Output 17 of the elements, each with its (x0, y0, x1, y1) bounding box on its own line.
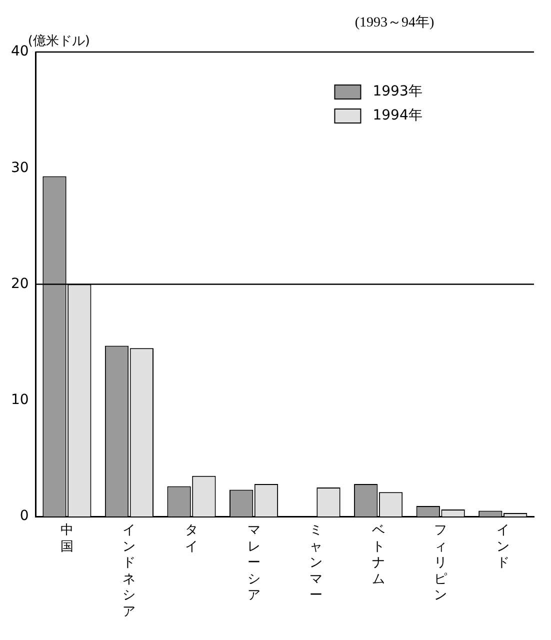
x-tick-label: マレーシア (247, 523, 260, 603)
y-tick-label: 40 (10, 44, 29, 60)
y-axis-title: (億米ドル) (28, 34, 90, 49)
x-tick-label: インド (496, 523, 510, 570)
y-tick-label: 0 (20, 508, 29, 524)
legend-label: 1993年 (372, 84, 422, 100)
x-tick-label: ミャンマー (310, 523, 323, 603)
y-tick-label: 20 (10, 276, 29, 292)
y-tick-label: 30 (10, 160, 29, 176)
x-tick-label: フィリピン (434, 523, 448, 603)
chart-subtitle: (1993～94年) (354, 14, 435, 31)
x-tick-label: インドネシア (122, 523, 136, 620)
x-tick-label: 中国 (60, 523, 74, 554)
legend-label: 1994年 (372, 108, 422, 124)
x-tick-label: タイ (184, 523, 198, 554)
y-tick-label: 10 (10, 392, 29, 408)
x-tick-label: ベトナム (372, 523, 385, 587)
